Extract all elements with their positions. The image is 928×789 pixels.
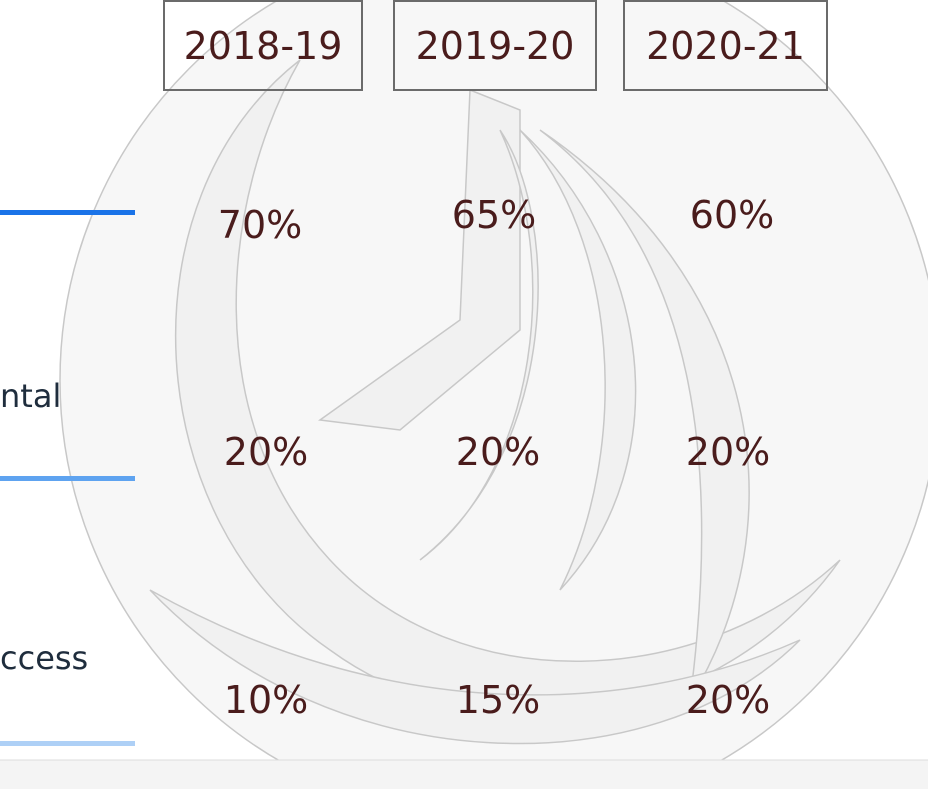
cell: 20% <box>224 430 308 474</box>
row-rule <box>0 741 135 746</box>
row-rule <box>0 476 135 481</box>
cell: 65% <box>452 193 536 237</box>
row-label: ntal <box>0 377 61 415</box>
cell: 20% <box>686 678 770 722</box>
cell: 70% <box>218 203 302 247</box>
row-label: ccess <box>0 639 88 677</box>
column-header: 2018-19 <box>163 0 363 91</box>
cell: 60% <box>690 193 774 237</box>
column-header: 2019-20 <box>393 0 597 91</box>
cell: 20% <box>686 430 770 474</box>
column-header: 2020-21 <box>623 0 828 91</box>
cell: 20% <box>456 430 540 474</box>
cell: 15% <box>456 678 540 722</box>
watermark <box>0 0 928 789</box>
row-rule <box>0 210 135 215</box>
cell: 10% <box>224 678 308 722</box>
slide: 2018-19 2019-20 2020-21 ntal ccess 70% 6… <box>0 0 928 789</box>
